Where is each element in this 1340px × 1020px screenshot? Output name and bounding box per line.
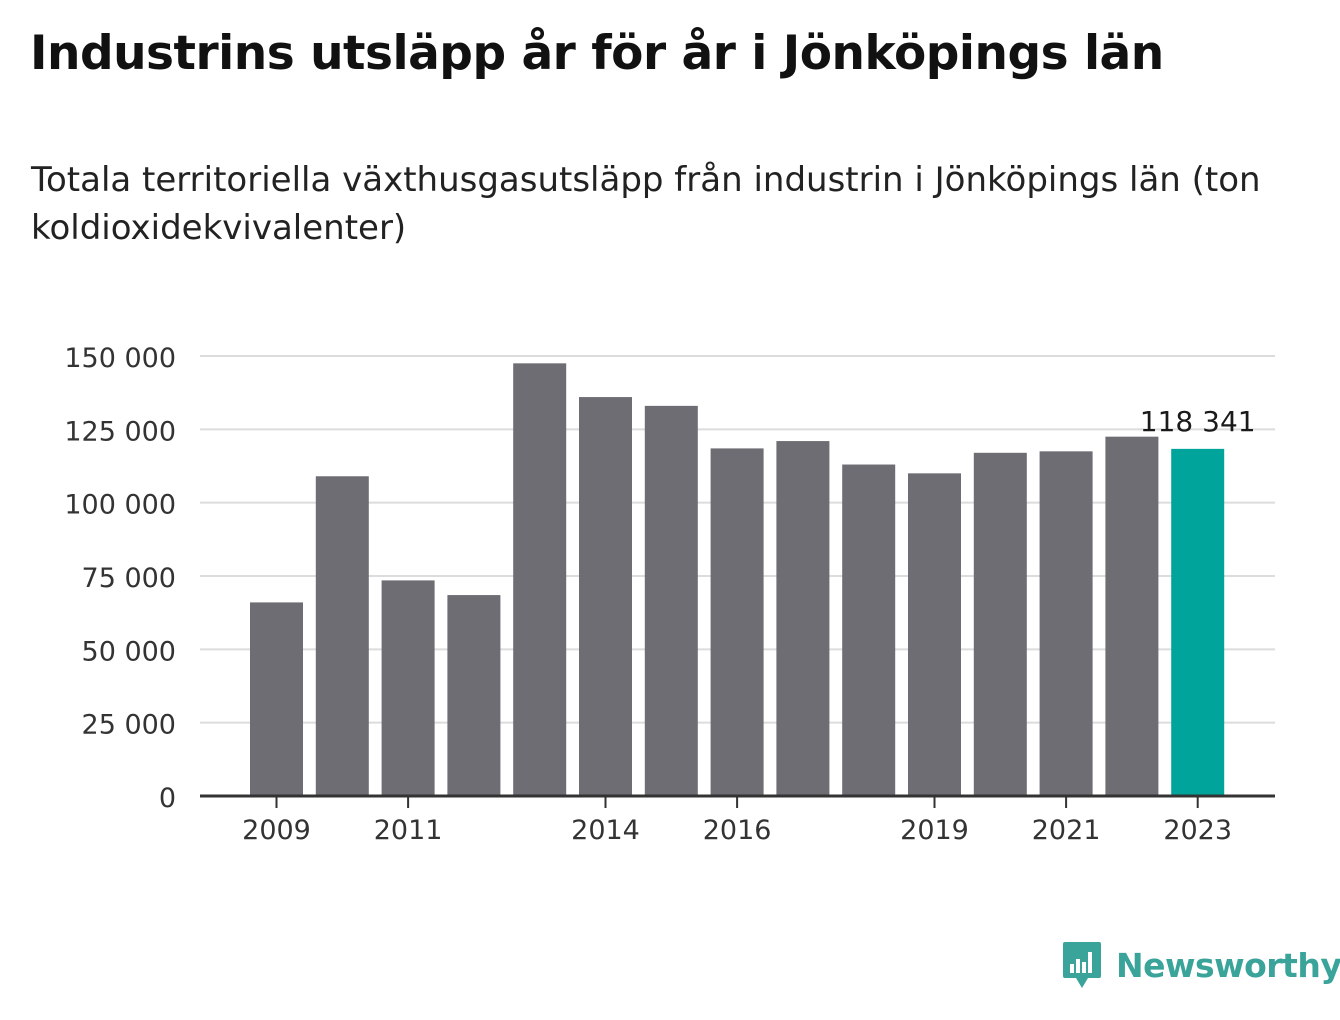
x-tick-label: 2019: [900, 815, 969, 846]
data-label-highlight: 118 341: [1140, 405, 1256, 438]
y-axis: 0 25 000 50 000 75 000 100 000 125 000 150 000: [64, 343, 176, 814]
x-tick-label: 2023: [1163, 815, 1232, 846]
x-tick-label: 2011: [374, 815, 443, 846]
bar-2015: [644, 405, 698, 796]
bar-2013: [513, 363, 567, 796]
bar-2018: [842, 464, 896, 796]
chart-title: Industrins utsläpp år för år i Jönköping…: [30, 26, 1164, 81]
bar-2016: [710, 448, 764, 796]
newsworthy-logo: Newsworthy: [1062, 940, 1340, 990]
bar-2014: [579, 397, 632, 796]
bar-2021: [1039, 451, 1093, 796]
newsworthy-logo-icon: [1063, 942, 1101, 988]
y-tick-label: 150 000: [64, 343, 176, 374]
bar-2009: [250, 602, 303, 796]
bar-chart: 0 25 000 50 000 75 000 100 000 125 000 150 000…: [64, 343, 1275, 846]
x-axis: 2009 2011 2014 2016 2019 2021 2023: [200, 794, 1275, 846]
bar-2011: [381, 580, 435, 796]
chart-subtitle: Totala territoriella växthusgasutsläpp f…: [31, 160, 1261, 248]
y-tick-label: 0: [159, 783, 176, 814]
bar-2019: [908, 473, 961, 796]
x-tick-label: 2016: [703, 815, 772, 846]
bar-2010: [315, 476, 369, 796]
bar-2012: [447, 595, 501, 796]
bars: [250, 363, 1225, 796]
bar-2020: [973, 452, 1027, 796]
y-tick-label: 100 000: [64, 490, 176, 521]
brand-name: Newsworthy: [1116, 945, 1340, 985]
bar-2017: [776, 441, 830, 796]
y-tick-label: 125 000: [64, 416, 176, 447]
y-tick-label: 25 000: [82, 710, 176, 741]
y-tick-label: 75 000: [82, 563, 176, 594]
bar-2023: [1171, 448, 1225, 796]
data-labels: 118 341: [1140, 405, 1256, 438]
bar-2022: [1105, 436, 1159, 796]
x-tick-label: 2009: [242, 815, 311, 846]
y-tick-label: 50 000: [82, 636, 176, 667]
x-tick-label: 2014: [571, 815, 640, 846]
x-tick-label: 2021: [1032, 815, 1101, 846]
